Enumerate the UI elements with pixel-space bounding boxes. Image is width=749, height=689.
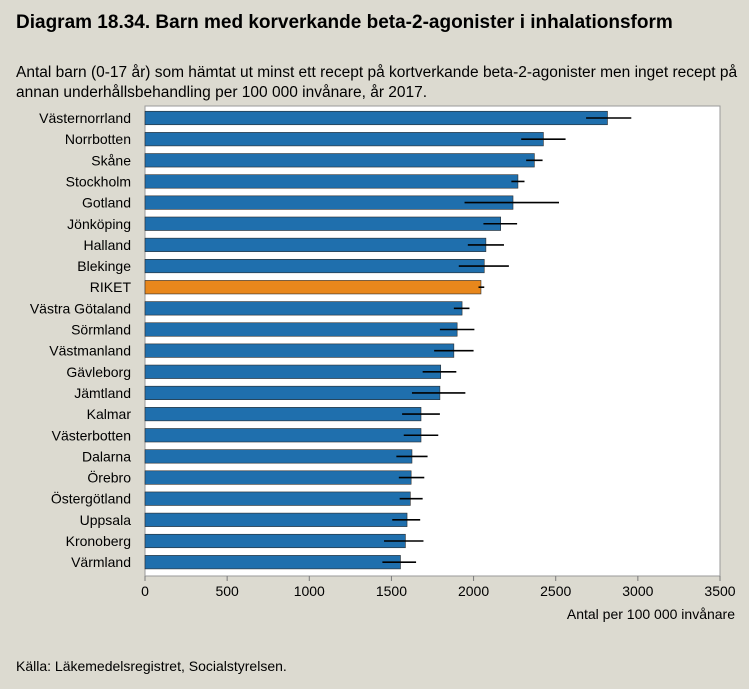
category-label-gotland: Gotland xyxy=(82,195,131,211)
bar-sormland xyxy=(144,322,458,337)
category-label-halland: Halland xyxy=(84,237,131,253)
bar-vastmanland xyxy=(144,343,455,358)
bar-varmland xyxy=(144,555,401,570)
bar-kalmar xyxy=(144,407,422,422)
category-label-varmland: Värmland xyxy=(71,554,131,570)
x-ticks-group: 0 500 1000 1500 2000 2500 3000 3500 xyxy=(141,576,736,599)
category-label-ostergotland: Östergötland xyxy=(51,490,131,507)
x-tick-label-500: 500 xyxy=(215,583,239,599)
bar-jonkoping xyxy=(144,216,501,231)
category-label-riket: RIKET xyxy=(90,279,132,295)
category-label-kalmar: Kalmar xyxy=(87,406,132,422)
bar-norrbotten xyxy=(144,132,544,147)
error-bars-group xyxy=(382,117,632,563)
category-label-jamtland: Jämtland xyxy=(74,385,131,401)
category-label-norrbotten: Norrbotten xyxy=(65,131,131,147)
category-label-dalarna: Dalarna xyxy=(82,448,131,464)
x-tick-label-1000: 1000 xyxy=(294,583,325,599)
bar-vastra-gotaland xyxy=(144,301,463,316)
chart-title: Diagram 18.34. Barn med korverkande beta… xyxy=(16,12,673,33)
bar-stockholm xyxy=(144,174,519,189)
source-note: Källa: Läkemedelsregistret, Socialstyrel… xyxy=(16,658,287,674)
category-label-skane: Skåne xyxy=(91,152,131,168)
category-label-vastra-gotaland: Västra Götaland xyxy=(30,300,131,316)
bar-vasterbotten xyxy=(144,428,422,443)
x-tick-label-3000: 3000 xyxy=(622,583,653,599)
category-label-blekinge: Blekinge xyxy=(77,258,131,274)
category-label-kronoberg: Kronoberg xyxy=(66,533,131,549)
category-label-stockholm: Stockholm xyxy=(66,173,131,189)
x-tick-label-2000: 2000 xyxy=(458,583,489,599)
bar-dalarna xyxy=(144,449,413,464)
bar-jamtland xyxy=(144,385,441,401)
category-label-sormland: Sörmland xyxy=(71,322,131,338)
bar-vasternorrland xyxy=(144,110,608,126)
x-axis-label: Antal per 100 000 invånare xyxy=(567,606,735,622)
category-label-vasterbotten: Västerbotten xyxy=(52,427,131,443)
bar-skane xyxy=(144,153,535,168)
category-label-vastmanland: Västmanland xyxy=(49,343,131,359)
bar-ostergotland xyxy=(144,491,411,506)
category-labels-group: Västernorrland Norrbotten Skåne Stockholm Go… xyxy=(30,110,132,570)
bar-gotland xyxy=(144,195,514,210)
x-tick-label-0: 0 xyxy=(141,583,149,599)
category-label-gavleborg: Gävleborg xyxy=(66,364,131,380)
chart-subtitle: Antal barn (0-17 år) som hämtat ut minst… xyxy=(16,64,738,101)
bar-halland xyxy=(144,237,487,252)
bar-uppsala xyxy=(144,512,408,527)
bar-blekinge xyxy=(144,258,485,274)
x-tick-label-2500: 2500 xyxy=(540,583,571,599)
category-label-jonkoping: Jönköping xyxy=(67,216,131,232)
category-label-orebro: Örebro xyxy=(87,469,131,486)
bar-chart: Västernorrland Norrbotten Skåne Stockholm Go… xyxy=(30,105,736,622)
bar-riket xyxy=(144,280,482,295)
x-tick-label-3500: 3500 xyxy=(704,583,735,599)
bar-kronoberg xyxy=(144,533,406,549)
x-tick-label-1500: 1500 xyxy=(376,583,407,599)
category-label-vasternorrland: Västernorrland xyxy=(39,110,131,126)
bars-group xyxy=(144,110,608,570)
category-label-uppsala: Uppsala xyxy=(80,512,132,528)
bar-gavleborg xyxy=(144,364,442,379)
bar-orebro xyxy=(144,470,412,485)
